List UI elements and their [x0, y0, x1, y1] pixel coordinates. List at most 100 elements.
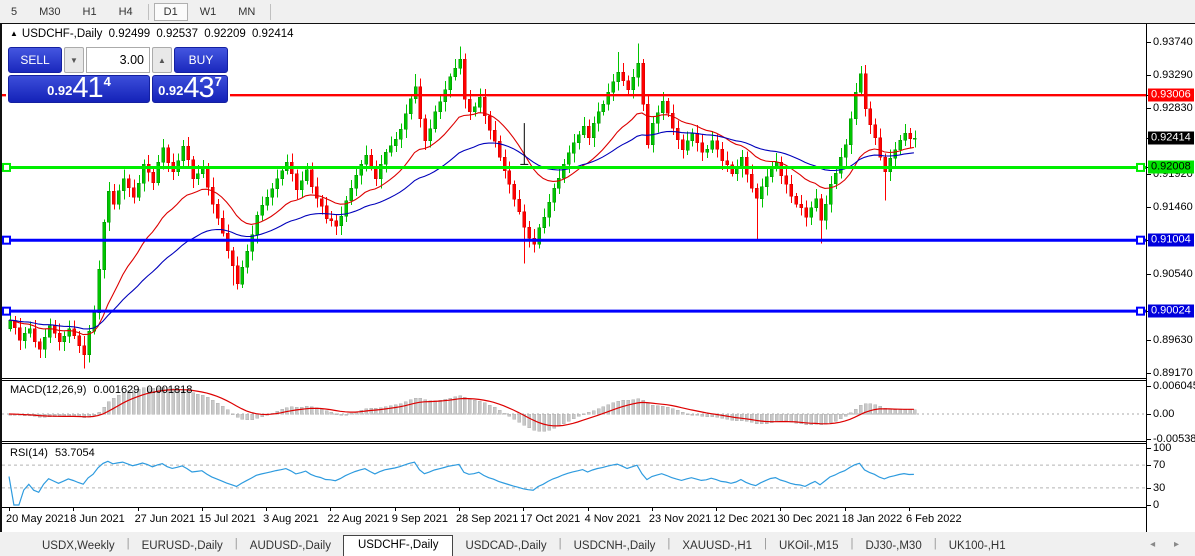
chart-tab-eurusd-daily[interactable]: EURUSD-,Daily: [141, 540, 223, 552]
macd-value-main: 0.001629: [93, 384, 140, 396]
price-tick-label: 0.89170: [1153, 367, 1193, 379]
chart-tab-xauusd-h1[interactable]: XAUUSD-,H1: [682, 540, 753, 552]
volume-decrease-button[interactable]: ▼: [64, 47, 84, 73]
line-end-marker[interactable]: [1136, 306, 1145, 316]
timeframe-button-w1[interactable]: W1: [199, 5, 217, 18]
panel-collapse-icon[interactable]: ▲: [10, 29, 18, 38]
macd-label: MACD(12,26,9) 0.001629 0.001818: [10, 384, 196, 396]
timeframe-button-mn[interactable]: MN: [238, 5, 256, 18]
timeframe-button-h4[interactable]: H4: [118, 5, 133, 18]
macd-indicator-pane[interactable]: [2, 381, 1146, 441]
chart-tab-bar: USDX,Weekly | EURUSD-,Daily | AUDUSD-,Daily U…: [0, 532, 1195, 556]
tab-separator: |: [933, 537, 937, 550]
ohlc-open: 0.92499: [108, 28, 151, 40]
macd-tick-mark: [1147, 414, 1151, 415]
pane-separator[interactable]: [2, 378, 1195, 381]
chart-window: ▲ USDCHF-,Daily 0.92499 0.92537 0.92209 0…: [0, 23, 1195, 533]
toolbar-separator: [147, 3, 149, 20]
price-level-badge: 0.93006: [1148, 88, 1194, 102]
price-level-badge: 0.92414: [1148, 131, 1194, 145]
buy-price-base: 0.92: [158, 83, 184, 98]
ohlc-close: 0.92414: [251, 28, 294, 40]
macd-scale-label: 0.006045: [1153, 379, 1195, 392]
line-end-marker[interactable]: [2, 162, 11, 172]
date-tick-mark: [780, 508, 782, 511]
rsi-tick-mark: [1147, 505, 1151, 506]
date-tick-label: 20 May 2021: [6, 513, 70, 525]
chart-tab-dj30-m30[interactable]: DJ30-,M30: [865, 540, 922, 552]
pane-separator: [2, 507, 1195, 508]
date-tick-label: 15 Jul 2021: [198, 513, 256, 525]
buy-price-pips: 43: [183, 72, 214, 104]
price-tick-label: 0.91460: [1153, 201, 1193, 214]
price-tick-mark: [1147, 373, 1151, 374]
rsi-tick-mark: [1147, 465, 1151, 467]
price-axis[interactable]: 0.937400.932900.928300.919200.914600.905…: [1147, 24, 1195, 532]
price-tick-label: 0.90540: [1153, 267, 1193, 280]
price-axis-separator: [1146, 24, 1147, 532]
line-end-marker[interactable]: [2, 235, 11, 245]
buy-button[interactable]: BUY: [174, 47, 228, 73]
date-tick-label: 4 Nov 2021: [584, 513, 641, 525]
toolbar-separator: [270, 3, 272, 20]
price-tick-label: 0.93290: [1153, 68, 1193, 81]
tab-scroll-arrows[interactable]: ◂ ▸: [1150, 538, 1187, 550]
pane-separator[interactable]: [2, 441, 1195, 444]
line-end-marker[interactable]: [1136, 162, 1145, 172]
date-tick-mark: [458, 508, 460, 511]
rsi-indicator-pane[interactable]: [2, 444, 1146, 507]
date-tick-mark: [9, 508, 10, 511]
line-end-marker[interactable]: [2, 306, 11, 316]
chart-symbol-label: USDCHF-,Daily: [21, 28, 103, 40]
date-axis[interactable]: 20 May 2021 8 Jun 2021 27 Jun 2021 15 Jul 2…: [2, 508, 1146, 532]
price-tick-label: 0.89630: [1153, 333, 1193, 346]
price-tick-mark: [1147, 42, 1151, 43]
chart-tab-usdcnh-daily[interactable]: USDCNH-,Daily: [573, 540, 656, 552]
timeframe-button-h1[interactable]: H1: [82, 5, 97, 18]
price-tick-mark: [1147, 173, 1151, 175]
rsi-value: 53.7054: [54, 447, 95, 459]
date-tick-mark: [201, 508, 203, 511]
price-level-badge: 0.90024: [1148, 304, 1194, 318]
line-end-marker[interactable]: [1136, 235, 1145, 245]
date-tick-label: 3 Aug 2021: [263, 513, 319, 525]
price-tick-mark: [1147, 207, 1151, 209]
buy-price-button[interactable]: 0.92 43 7: [152, 72, 228, 104]
price-level-badge: 0.91004: [1148, 233, 1194, 247]
moving-average-line-0[interactable]: [8, 112, 914, 336]
chart-tab-ukoil-m15[interactable]: UKOil-,M15: [779, 540, 839, 552]
chart-tab-usdchf-daily[interactable]: USDCHF-,Daily: [342, 535, 454, 556]
sell-price-button[interactable]: 0.92 41 4: [8, 72, 150, 104]
tab-separator: |: [850, 537, 854, 550]
volume-increase-button[interactable]: ▲: [152, 47, 172, 73]
timeframe-button-5[interactable]: 5: [11, 5, 18, 18]
price-tick-mark: [1147, 74, 1151, 76]
ohlc-high: 0.92537: [156, 28, 198, 40]
chart-tab-audusd-daily[interactable]: AUDUSD-,Daily: [249, 540, 331, 552]
price-level-badge: 0.92008: [1148, 160, 1194, 174]
chart-tab-usdcad-daily[interactable]: USDCAD-,Daily: [465, 540, 547, 552]
rsi-scale-label: 100: [1153, 442, 1172, 454]
volume-input[interactable]: [86, 47, 150, 73]
timeframe-toolbar: 5 M30 H1 H4 D1 W1 MN: [0, 0, 1195, 24]
price-tick-mark: [1147, 339, 1151, 341]
tab-separator: |: [558, 537, 562, 550]
timeframe-button-d1[interactable]: D1: [153, 2, 188, 21]
sell-button[interactable]: SELL: [8, 47, 62, 73]
date-tick-mark: [73, 508, 75, 511]
timeframe-button-m30[interactable]: M30: [39, 5, 61, 18]
sell-price-base: 0.92: [47, 83, 73, 98]
macd-scale-label: -0.005383: [1153, 432, 1195, 445]
moving-average-line-1[interactable]: [8, 130, 914, 330]
price-tick-mark: [1147, 107, 1151, 109]
chart-tab-usdx-weekly[interactable]: USDX,Weekly: [42, 540, 115, 552]
rsi-scale-label: 0: [1153, 499, 1160, 511]
chart-tab-uk100-h1[interactable]: UK100-,H1: [948, 540, 1006, 552]
date-tick-label: 17 Oct 2021: [520, 513, 581, 525]
chart-title: ▲ USDCHF-,Daily 0.92499 0.92537 0.92209 0…: [10, 28, 297, 40]
sell-price-pips: 41: [72, 72, 103, 104]
date-tick-label: 30 Dec 2021: [777, 513, 840, 525]
date-tick-label: 22 Aug 2021: [327, 513, 390, 525]
price-tick-label: 0.92830: [1153, 101, 1193, 114]
